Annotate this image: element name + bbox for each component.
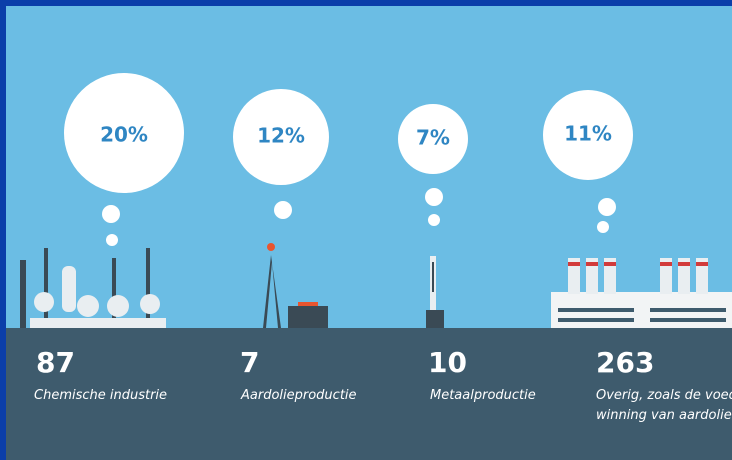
count: 7	[240, 346, 259, 379]
label: winning van aardolie	[596, 408, 732, 423]
scene: 20% 12% 7% 11% 87 7 10 263 Chemische ind…	[0, 0, 732, 460]
label: Chemische industrie	[34, 388, 167, 403]
share: 12%	[257, 124, 305, 148]
share: 7%	[416, 126, 450, 150]
share: 11%	[564, 122, 612, 146]
label: Aardolieproductie	[240, 388, 357, 403]
label: Overig, zoals de voedi	[596, 388, 732, 403]
label: Metaalproductie	[430, 388, 536, 403]
count: 10	[428, 346, 467, 379]
infographic: 20% 12% 7% 11% 87 7 10 263 Chemische ind…	[0, 0, 732, 460]
count: 263	[596, 346, 654, 379]
share: 20%	[100, 123, 148, 147]
count: 87	[36, 346, 75, 379]
